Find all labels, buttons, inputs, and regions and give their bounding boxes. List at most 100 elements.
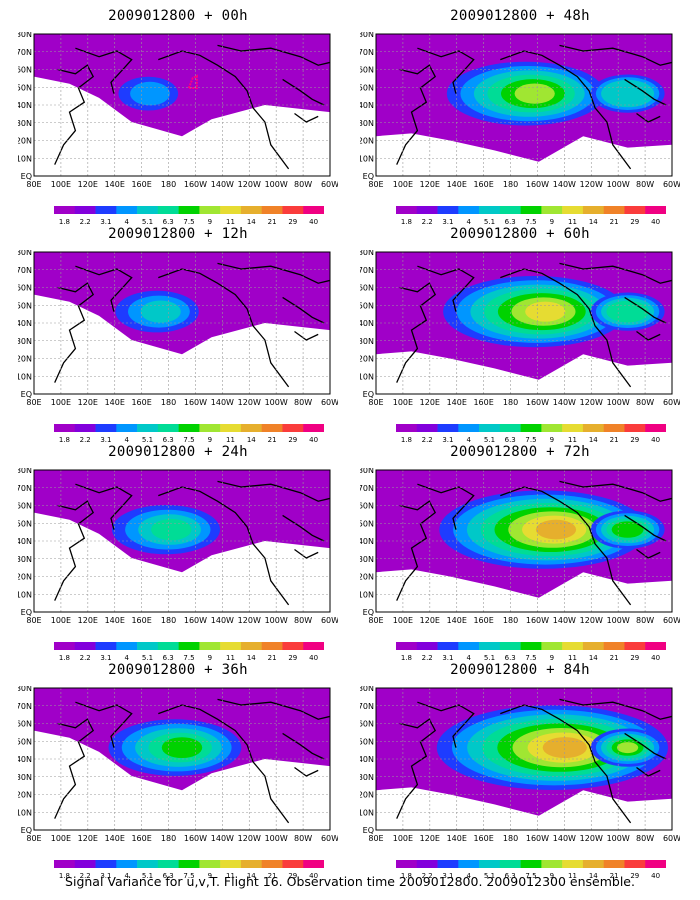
y-tick-label: 60N [18,66,32,75]
colorbar-swatch [458,424,480,432]
colorbar-swatch [437,642,459,650]
colorbar-label: 1.8 [59,654,70,662]
colorbar-label: 4 [466,436,471,444]
coastline [417,265,475,312]
y-tick-label: 60N [18,284,32,293]
colorbar-swatch [199,860,221,868]
colorbar-label: 2.2 [80,218,91,226]
colorbar-label: 14 [589,436,598,444]
y-tick-label: EQ [21,608,32,617]
colorbar-swatch [520,642,542,650]
colorbar-swatch [416,424,438,432]
colorbar-swatch [74,860,96,868]
coastline [396,500,437,601]
colorbar-label: 2.2 [80,872,91,880]
colorbar-label: 6.3 [505,436,516,444]
x-tick-label: 160W [184,616,207,625]
x-tick-label: 60W [321,616,338,625]
panel-title: 2009012800 + 12h [108,226,248,242]
colorbar-swatch [416,206,438,214]
map-plot: 80E 100E 120E 140E 160E 180 160W 140W 120W 100W 80… [18,468,338,626]
colorbar-swatch [603,860,625,868]
colorbar-label: 9 [550,218,554,226]
y-tick-label: 50N [18,83,32,92]
variance-contour [611,521,644,538]
colorbar-swatch [624,860,646,868]
colorbar-label: 5.1 [484,218,495,226]
colorbar-label: 11 [226,654,235,662]
x-tick-label: 160E [131,616,151,625]
colorbar-swatch [624,642,646,650]
colorbar-label: 21 [610,872,619,880]
coastline [559,480,672,502]
y-tick-label: 80N [360,468,374,475]
colorbar-label: 21 [610,218,619,226]
coastline [282,514,325,542]
colorbar-label: 5.1 [484,436,495,444]
y-tick-label: EQ [21,826,32,835]
y-tick-label: 60N [360,66,374,75]
colorbar-label: 6.3 [505,872,516,880]
colorbar-label: 9 [208,218,212,226]
coastline [294,766,319,777]
coastline [158,704,290,824]
colorbar-label: 40 [309,218,318,226]
figure-caption: Signal Variance for u,v,T. Flight 16. Ob… [65,874,635,889]
y-tick-label: 10N [18,808,32,817]
map-plot: 80E 100E 120E 140E 160E 180 160W 140W 120W 100W 80… [18,686,338,844]
coastline [396,64,437,165]
x-tick-label: 140W [211,398,234,407]
colorbar-swatch [261,860,283,868]
y-tick-label: 40N [360,101,374,110]
y-tick-label: 40N [18,537,32,546]
y-tick-label: 60N [360,284,374,293]
y-tick-label: 20N [360,355,374,364]
x-tick-label: 100E [51,180,71,189]
coastline [217,44,330,66]
colorbar-label: 2.2 [422,872,433,880]
colorbar-swatch [137,860,159,868]
x-tick-label: 140E [447,616,467,625]
colorbar-label: 6.3 [163,436,174,444]
y-tick-label: 20N [18,355,32,364]
colorbar-swatch [520,860,542,868]
plot-frame [375,33,673,177]
colorbar-swatch [199,642,221,650]
colorbar-label: 9 [550,872,554,880]
colorbar-label: 29 [288,654,297,662]
variance-contour [601,79,655,108]
colorbar-label: 14 [247,218,256,226]
y-tick-label: 30N [360,337,374,346]
colorbar-label: 3.1 [100,218,111,226]
y-tick-label: 70N [18,48,32,57]
colorbar-swatch [416,642,438,650]
colorbar-label: 1.8 [401,436,412,444]
x-tick-label: 80E [368,398,383,407]
y-tick-label: 20N [18,573,32,582]
colorbar: 1.8 2.2 3.1 4 5.1 6.3 7.5 9 11 14 21 29 40 [396,424,667,444]
coastline [500,50,632,170]
panel-title: 2009012800 + 72h [450,444,590,460]
y-tick-label: 80N [18,250,32,257]
panel-title: 2009012800 + 60h [450,226,590,242]
y-tick-label: EQ [363,826,374,835]
colorbar: 1.8 2.2 3.1 4 5.1 6.3 7.5 9 11 14 21 29 40 [54,860,325,880]
colorbar-swatch [603,206,625,214]
colorbar-label: 11 [568,654,577,662]
colorbar-label: 4 [124,872,129,880]
x-tick-label: 80E [368,834,383,843]
x-tick-label: 180 [161,180,176,189]
colorbar-label: 1.8 [59,872,70,880]
y-tick-label: 10N [360,154,374,163]
colorbar-swatch [416,860,438,868]
colorbar-swatch [396,424,418,432]
x-tick-label: 80W [636,398,654,407]
x-tick-label: 100E [51,834,71,843]
colorbar-swatch [282,860,304,868]
y-tick-label: 50N [18,737,32,746]
colorbar-label: 14 [247,436,256,444]
colorbar-label: 2.2 [422,436,433,444]
y-tick-label: 80N [360,32,374,39]
colorbar-label: 7.5 [525,436,536,444]
colorbar-label: 3.1 [442,872,453,880]
